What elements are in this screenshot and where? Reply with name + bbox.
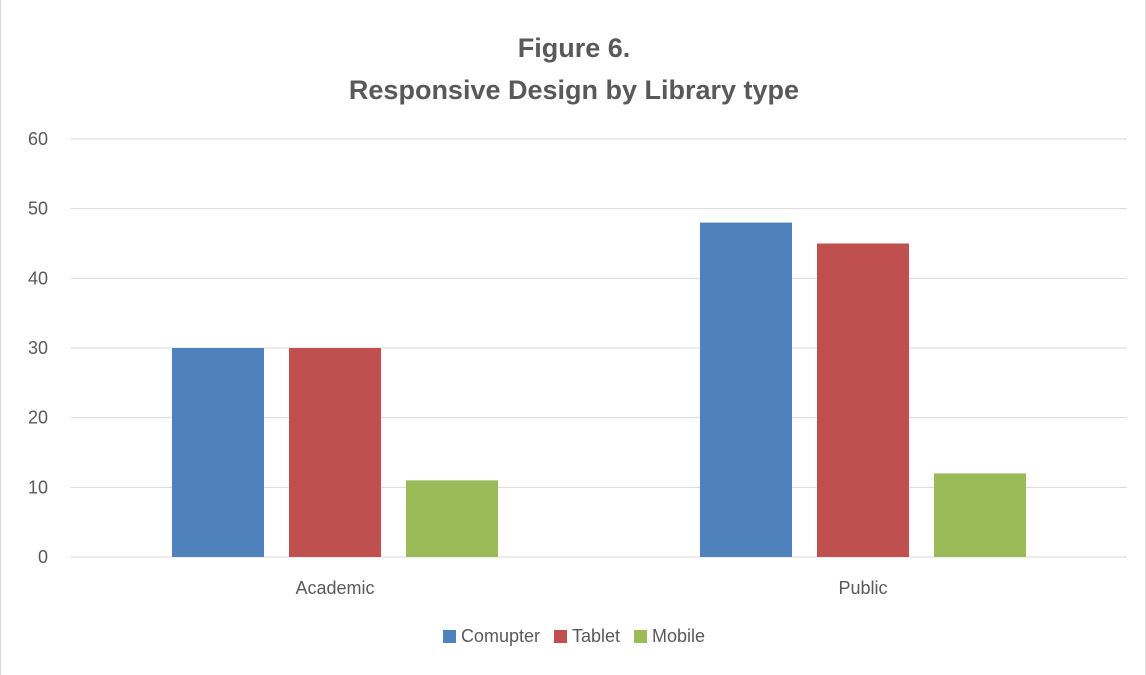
y-tick-label: 60 — [28, 129, 48, 149]
chart-title-line-1: Figure 6. — [517, 33, 631, 63]
y-tick-label: 20 — [28, 408, 48, 428]
bar-tablet-academic — [289, 348, 381, 557]
x-category-label: Academic — [295, 578, 374, 598]
legend-label: Comupter — [460, 626, 540, 646]
legend-label: Mobile — [652, 626, 706, 646]
chart-legend: Comupter Tablet Mobile — [1, 626, 1146, 647]
legend-swatch — [634, 630, 648, 643]
y-tick-label: 40 — [28, 268, 48, 288]
legend-swatch — [553, 630, 567, 643]
chart-title-line-2: Responsive Design by Library type — [348, 75, 800, 105]
legend-label: Tablet — [571, 626, 621, 646]
x-category-label: Public — [838, 578, 887, 598]
y-tick-label: 10 — [28, 477, 48, 497]
legend-swatch — [442, 630, 456, 643]
legend-item: Mobile — [634, 626, 705, 647]
bar-comupter-public — [700, 222, 792, 557]
legend-item: Tablet — [553, 626, 621, 647]
y-tick-label: 0 — [38, 547, 48, 567]
bar-comupter-academic — [172, 348, 264, 557]
bar-mobile-public — [934, 473, 1026, 557]
legend-item: Comupter — [442, 626, 540, 647]
y-tick-label: 50 — [28, 199, 48, 219]
bar-tablet-public — [817, 243, 909, 557]
bar-mobile-academic — [406, 480, 498, 557]
y-tick-label: 30 — [28, 338, 48, 358]
